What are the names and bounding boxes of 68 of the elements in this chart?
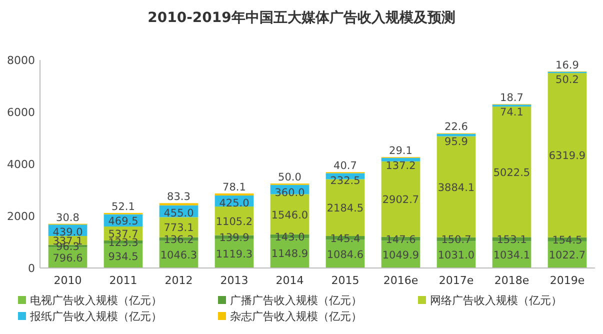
data-label: 2902.7	[382, 194, 420, 206]
x-tick-label: 2015	[331, 274, 360, 287]
legend-label: 报纸广告收入规模（亿元）	[29, 310, 162, 323]
data-label: 2184.5	[326, 202, 364, 215]
x-tick-label: 2010	[54, 274, 82, 287]
legend-label: 杂志广告收入规模（亿元）	[230, 310, 362, 323]
data-label: 139.9	[219, 232, 250, 244]
data-label: 30.8	[56, 212, 80, 224]
data-label: 147.6	[386, 234, 416, 246]
data-label: 1022.7	[548, 250, 586, 262]
data-label: 50.2	[556, 74, 579, 86]
y-tick-label: 0	[28, 262, 35, 275]
x-tick-label: 2016e	[383, 274, 418, 287]
data-label: 154.5	[552, 234, 582, 246]
data-label: 136.2	[164, 234, 194, 246]
data-label: 74.1	[500, 106, 524, 119]
legend-label: 广播广告收入规模（亿元）	[230, 294, 362, 307]
legend-label: 电视广告收入规模（亿元）	[30, 294, 162, 307]
data-label: 1105.2	[216, 216, 253, 228]
data-label: 1084.6	[326, 248, 364, 261]
y-tick-label: 8000	[7, 54, 35, 67]
data-label: 1049.9	[382, 249, 420, 262]
x-tick-label: 2019e	[550, 274, 585, 287]
x-tick-label: 2017e	[438, 274, 474, 287]
data-label: 22.6	[444, 121, 468, 134]
data-label: 455.0	[164, 207, 194, 220]
data-label: 1031.0	[438, 250, 475, 262]
bar	[381, 161, 420, 237]
data-label: 83.3	[167, 191, 190, 204]
data-label: 143.0	[274, 231, 305, 244]
data-label: 153.1	[496, 234, 527, 246]
data-label: 1034.1	[493, 250, 530, 262]
y-tick-label: 6000	[7, 106, 35, 119]
data-label: 29.1	[389, 145, 412, 158]
x-tick-label: 2018e	[494, 274, 530, 287]
data-label: 137.2	[386, 160, 416, 172]
data-label: 773.1	[164, 222, 194, 234]
data-label: 796.6	[52, 252, 84, 265]
chart-title: 2010-2019年中国五大媒体广告收入规模及预测	[148, 9, 456, 26]
y-tick-label: 4000	[7, 158, 35, 171]
data-label: 5022.5	[493, 166, 530, 179]
data-label: 95.9	[444, 136, 468, 148]
data-label: 18.7	[500, 92, 524, 104]
bar	[436, 134, 476, 136]
data-label: 469.5	[108, 215, 138, 228]
data-label: 425.0	[219, 197, 250, 210]
data-label: 145.4	[330, 232, 361, 245]
x-tick-label: 2012	[164, 274, 193, 287]
data-label: 40.7	[334, 160, 357, 172]
data-label: 52.1	[112, 200, 135, 213]
data-label: 1046.3	[160, 249, 198, 262]
x-tick-label: 2013	[220, 274, 248, 287]
data-label: 1148.9	[271, 248, 308, 260]
data-label: 1546.0	[271, 209, 308, 222]
bar	[548, 73, 587, 238]
bar	[381, 158, 420, 162]
data-label: 1119.3	[216, 248, 253, 260]
legend-label: 网络广告收入规模（亿元）	[430, 294, 562, 307]
data-label: 50.0	[278, 172, 302, 184]
x-tick-label: 2014	[276, 274, 304, 287]
data-label: 16.9	[556, 59, 579, 72]
data-label: 3884.1	[438, 182, 475, 194]
y-tick-label: 2000	[7, 210, 35, 223]
x-tick-label: 2011	[109, 274, 138, 287]
data-label: 6319.9	[548, 150, 586, 162]
data-label: 150.7	[441, 234, 472, 246]
data-label: 78.1	[222, 181, 246, 194]
data-label: 934.5	[108, 250, 138, 263]
